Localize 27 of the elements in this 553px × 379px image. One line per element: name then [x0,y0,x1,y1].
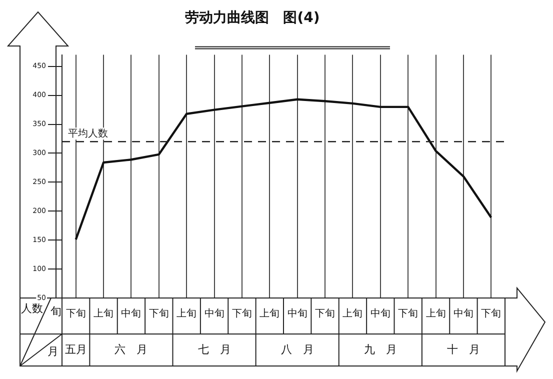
text: 人数 [21,302,43,315]
x-tick-label: 上旬 [260,308,280,320]
x-tick-label: 上旬 [342,308,363,320]
text: 六 月 [114,342,148,356]
x-tick-label: 中旬 [204,308,224,320]
x-tick-label: 上旬 [426,308,446,320]
text: 月 [48,344,58,358]
x-tick-label: 中旬 [287,308,308,320]
x-tick-label: 下旬 [481,308,502,320]
x-tick-label: 中旬 [453,308,474,320]
x-tick-label: 中旬 [121,308,142,320]
x-tick-label: 中旬 [370,308,390,320]
text: 五月 [64,342,87,356]
text: 旬 [50,304,62,318]
x-tick-label: 下旬 [232,308,252,320]
x-tick-label: 下旬 [398,308,418,320]
ref-line-label: 平均人数 [68,127,108,140]
x-tick-label: 下旬 [66,308,86,320]
x-tick-label: 上旬 [176,308,197,320]
text: 八 月 [280,342,314,356]
x-tick-label: 上旬 [94,308,114,320]
x-tick-label: 下旬 [148,308,169,320]
text: 九 月 [364,342,397,356]
x-tick-label: 下旬 [315,308,336,320]
text: 七 月 [198,342,231,356]
chart-title: 劳动力曲线图 图(4) [185,10,320,26]
text: 十 月 [446,342,480,356]
